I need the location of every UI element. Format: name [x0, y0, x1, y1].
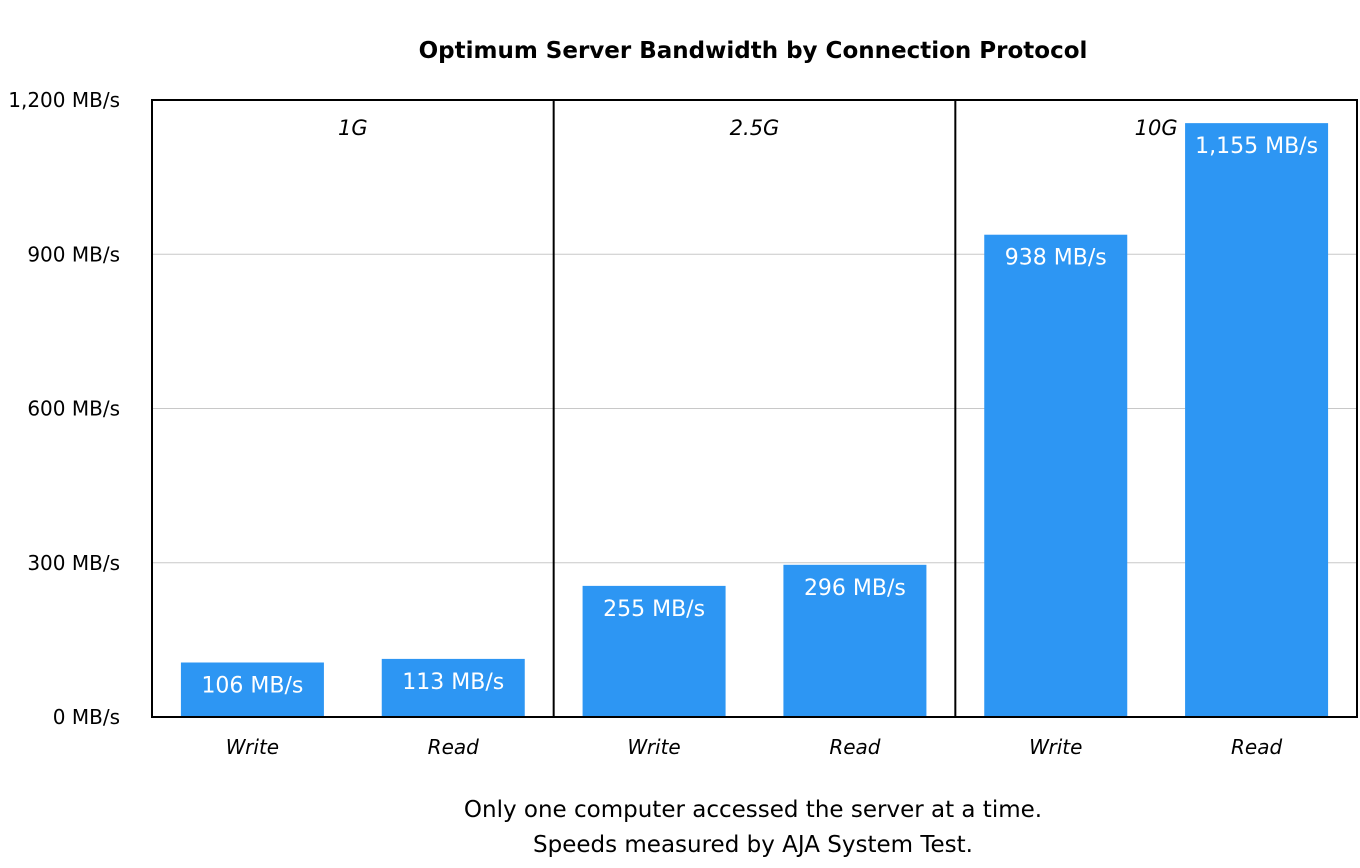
footnote-line-1: Only one computer accessed the server at… — [464, 797, 1042, 823]
footnote-line-2: Speeds measured by AJA System Test. — [533, 832, 973, 858]
bar — [381, 658, 525, 717]
y-tick-label: 0 MB/s — [53, 705, 120, 729]
x-tick-label: Read — [829, 735, 880, 759]
chart-title: Optimum Server Bandwidth by Connection P… — [419, 38, 1088, 64]
x-tick-label: Read — [428, 735, 479, 759]
data-label: 113 MB/s — [402, 670, 504, 695]
x-tick-label: Write — [627, 735, 680, 759]
data-label: 938 MB/s — [1005, 246, 1107, 271]
bar — [1185, 123, 1329, 717]
data-labels: 106 MB/s 113 MB/s 255 MB/s 296 MB/s 938 MB/s… — [201, 134, 1318, 698]
data-label: 106 MB/s — [201, 673, 303, 698]
y-tick-label: 600 MB/s — [27, 397, 120, 421]
bar — [783, 564, 927, 717]
data-label: 255 MB/s — [603, 597, 705, 622]
bar — [180, 662, 324, 717]
data-label: 296 MB/s — [804, 576, 906, 601]
group-labels: 1G 2.5G 10G — [338, 116, 1178, 140]
group-label: 10G — [1135, 116, 1178, 140]
y-tick-label: 1,200 MB/s — [8, 88, 120, 112]
x-axis: Write Read Write Read Write Read — [226, 735, 1283, 759]
grid-lines — [152, 253, 1357, 564]
plot-frame — [151, 99, 1358, 718]
y-axis: 0 MB/s 300 MB/s 600 MB/s 900 MB/s 1,200 MB/s — [8, 88, 120, 729]
y-tick-label: 300 MB/s — [27, 551, 120, 575]
group-label: 2.5G — [730, 116, 780, 140]
bar — [582, 585, 726, 717]
x-tick-label: Read — [1231, 735, 1282, 759]
bar — [984, 234, 1128, 717]
data-label: 1,155 MB/s — [1195, 134, 1318, 159]
y-tick-label: 900 MB/s — [27, 242, 120, 266]
x-tick-label: Write — [226, 735, 279, 759]
x-tick-label: Write — [1029, 735, 1082, 759]
group-label: 1G — [338, 116, 368, 140]
plot-border — [151, 99, 1358, 718]
bars — [180, 123, 1329, 717]
